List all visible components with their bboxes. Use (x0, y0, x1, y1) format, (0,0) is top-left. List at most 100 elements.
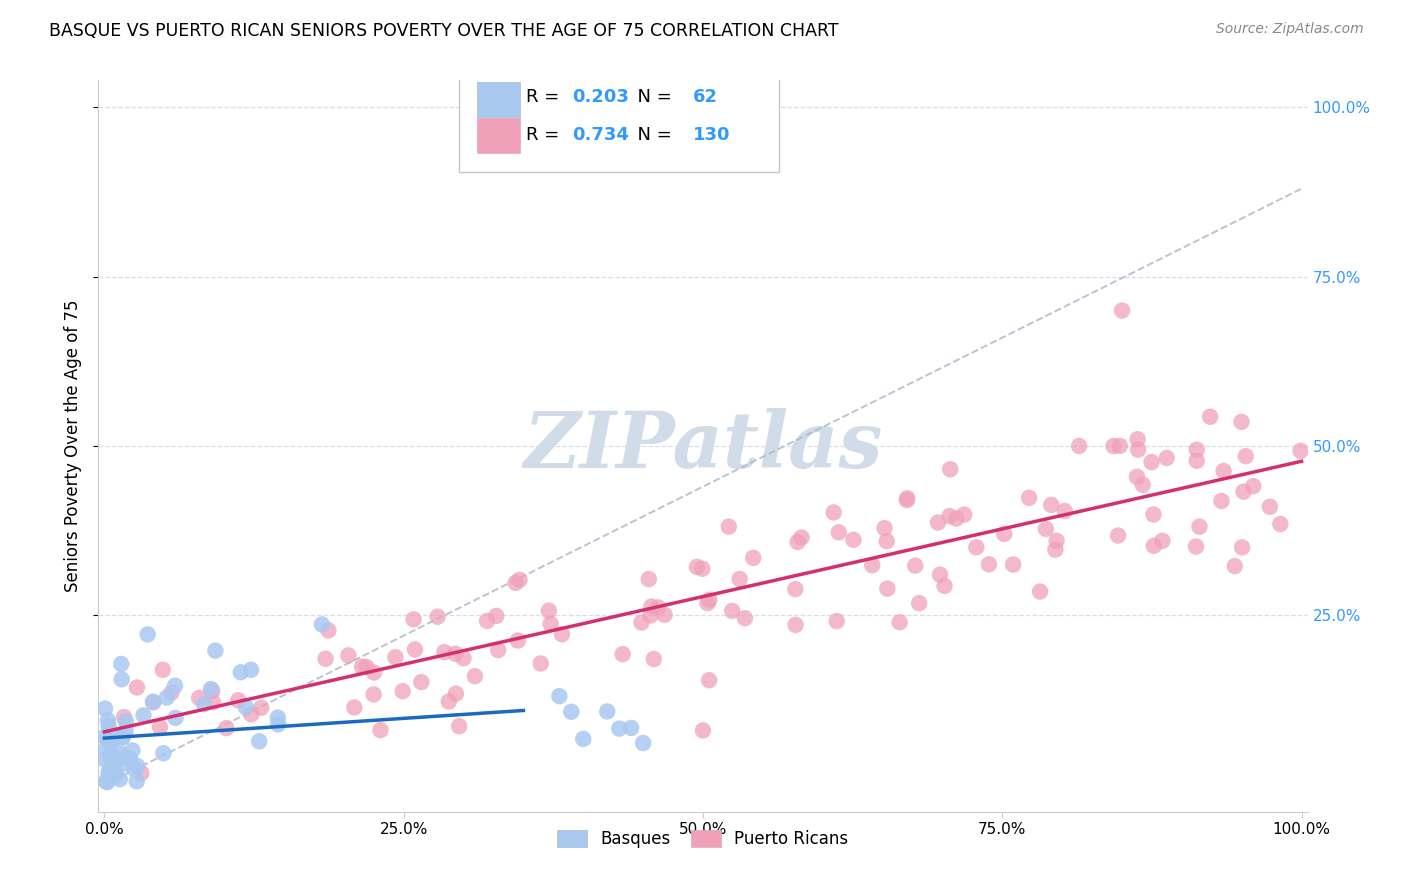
Point (1126, 470, 1149, 484)
Point (132, 708, 155, 723)
Point (927, 516, 949, 530)
Point (121, 743, 143, 757)
Text: ZIPatlas: ZIPatlas (523, 408, 883, 484)
Point (114, 756, 136, 771)
Point (842, 533, 865, 547)
Point (108, 772, 131, 787)
Point (111, 673, 134, 687)
Point (108, 745, 131, 759)
Point (1069, 439, 1091, 453)
Point (786, 535, 808, 549)
Text: 62: 62 (693, 88, 718, 106)
Point (98, 749, 121, 764)
Text: Source: ZipAtlas.com: Source: ZipAtlas.com (1216, 22, 1364, 37)
Point (411, 675, 433, 690)
Point (449, 719, 471, 733)
Point (114, 723, 136, 738)
Point (537, 604, 560, 618)
Point (560, 705, 582, 719)
Point (103, 760, 125, 774)
Point (1199, 409, 1222, 424)
Point (945, 511, 967, 525)
Point (697, 673, 720, 688)
Point (104, 768, 127, 782)
Point (699, 592, 721, 607)
Point (475, 614, 498, 628)
Point (111, 730, 134, 744)
Point (896, 493, 918, 508)
Point (1230, 415, 1253, 429)
Point (896, 491, 918, 506)
Point (125, 774, 148, 789)
Point (142, 695, 165, 709)
Point (97, 714, 120, 728)
Point (953, 508, 976, 522)
Point (734, 611, 756, 625)
FancyBboxPatch shape (458, 66, 779, 171)
Point (790, 531, 813, 545)
Point (721, 604, 744, 618)
Point (1143, 539, 1166, 553)
Point (929, 567, 952, 582)
FancyBboxPatch shape (477, 82, 520, 117)
Point (1111, 303, 1133, 318)
Point (240, 707, 263, 722)
Point (124, 762, 146, 776)
Point (98, 763, 121, 777)
Point (100, 763, 122, 777)
Point (94, 701, 117, 715)
Point (1232, 484, 1254, 499)
Text: R =: R = (526, 88, 565, 106)
Point (94, 774, 117, 789)
Point (640, 599, 662, 614)
Point (631, 736, 654, 750)
Point (142, 695, 165, 709)
Point (453, 651, 475, 665)
Point (118, 751, 141, 765)
Point (404, 642, 426, 657)
Point (363, 688, 385, 702)
Point (823, 506, 845, 520)
Point (104, 764, 127, 778)
Point (464, 669, 486, 683)
Point (402, 612, 425, 626)
Point (785, 618, 807, 632)
Point (505, 575, 527, 590)
Point (215, 721, 238, 735)
Point (1188, 519, 1211, 533)
Point (160, 685, 183, 699)
Point (131, 766, 153, 780)
Point (692, 562, 714, 576)
Point (612, 647, 634, 661)
Point (889, 615, 911, 630)
Point (1270, 516, 1292, 531)
Point (825, 614, 848, 628)
Point (93, 730, 115, 744)
Point (193, 698, 215, 712)
Point (267, 717, 290, 731)
Point (97, 765, 120, 780)
Point (572, 731, 595, 746)
Point (110, 657, 132, 671)
Point (939, 462, 962, 476)
Point (267, 710, 290, 724)
FancyBboxPatch shape (477, 119, 520, 153)
Point (94, 743, 117, 757)
Point (444, 647, 467, 661)
Point (1230, 541, 1253, 555)
Point (1029, 584, 1052, 599)
Point (530, 657, 553, 671)
Point (540, 616, 562, 631)
Point (548, 689, 571, 703)
Point (860, 558, 883, 573)
Point (506, 633, 529, 648)
Point (1185, 540, 1208, 554)
Point (1045, 542, 1067, 557)
Point (908, 596, 931, 610)
Text: N =: N = (626, 88, 678, 106)
Point (337, 648, 360, 663)
Point (356, 660, 378, 674)
Point (165, 711, 187, 725)
Point (343, 700, 366, 714)
Point (686, 560, 709, 574)
